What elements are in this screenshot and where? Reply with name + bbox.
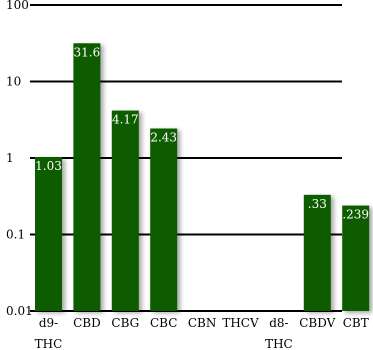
x-category-label: CBD	[73, 316, 101, 330]
x-category-label: d8-	[269, 316, 288, 330]
x-category-label: THC	[35, 337, 63, 350]
bar-value-label: .33	[308, 197, 327, 211]
y-tick-label: 100	[6, 0, 29, 12]
bar-value-label: 2.43	[150, 131, 177, 145]
bar	[150, 128, 178, 311]
x-category-label: THCV	[222, 316, 259, 330]
bar	[303, 194, 331, 311]
x-category-label: CBC	[150, 316, 177, 330]
x-category-label: CBG	[111, 316, 139, 330]
bar	[73, 43, 101, 312]
bar-value-label: 31.6	[74, 45, 101, 59]
y-tick-label: 10	[6, 75, 21, 89]
y-tick-label: 1	[6, 151, 14, 165]
x-axis-labels: d9- THC CBD CBG CBC CBN THCV d8- THC CBDV CBT	[35, 316, 369, 350]
y-axis-ticks: 100 10 1 0.1 0.01	[6, 0, 33, 318]
bar-value-label: 1.03	[35, 159, 62, 173]
bar	[342, 205, 370, 311]
y-tick-label: 0.01	[6, 304, 33, 318]
bar	[111, 110, 139, 311]
x-category-label: THC	[265, 337, 293, 350]
bar	[35, 157, 62, 311]
x-category-label: CBN	[188, 316, 217, 330]
x-category-label: CBDV	[299, 316, 335, 330]
x-category-label: CBT	[343, 316, 369, 330]
x-category-label: d9-	[39, 316, 58, 330]
bar-value-label: 4.17	[112, 113, 139, 127]
y-tick-label: 0.1	[6, 228, 25, 242]
bars: 1.03 31.6 4.17 2.43 .33 .239	[35, 43, 370, 312]
bar-value-label: .239	[342, 208, 369, 222]
